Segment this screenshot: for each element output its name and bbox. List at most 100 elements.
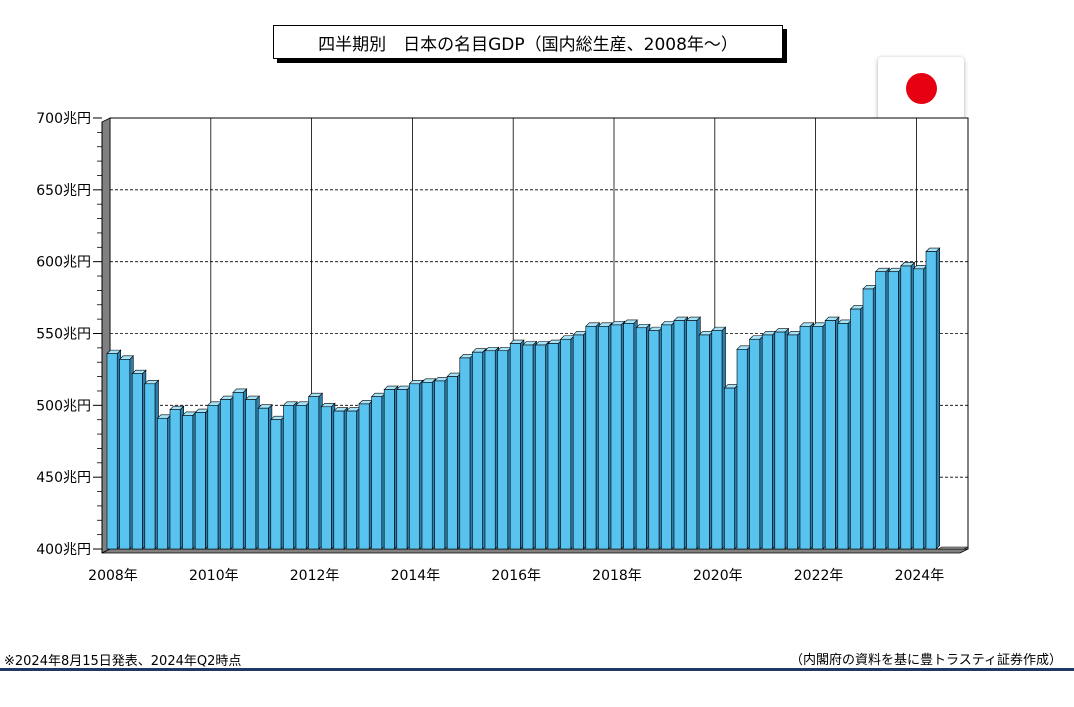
bar-2009Q1	[156, 414, 172, 550]
bar-front	[799, 326, 811, 550]
bar-2021Q4	[799, 322, 815, 550]
bar-front	[850, 308, 861, 550]
y-tick-label: 550兆円	[36, 327, 91, 343]
x-tick-label: 2022年	[794, 568, 844, 584]
bar-2017Q4	[597, 322, 613, 550]
bar-2022Q4	[849, 304, 865, 550]
bar-2016Q2	[522, 340, 538, 550]
bar-2014Q2	[421, 378, 437, 550]
y-tick-label: 650兆円	[36, 183, 91, 199]
bar-front	[421, 382, 433, 550]
bar-front	[736, 349, 748, 550]
bar-2023Q4	[900, 261, 916, 550]
bar-front	[472, 351, 483, 550]
bar-front	[547, 343, 559, 550]
bar-front	[648, 330, 660, 550]
bar-2013Q1	[358, 399, 374, 550]
bottom-divider	[0, 668, 1074, 671]
bar-2012Q1	[307, 392, 324, 550]
bar-front	[560, 338, 572, 550]
bar-2008Q3	[131, 369, 147, 550]
x-tick-label: 2024年	[895, 568, 945, 584]
bar-front	[572, 334, 584, 550]
bar-2022Q2	[824, 316, 840, 550]
bar-2012Q4	[345, 406, 361, 550]
bar-2018Q4	[648, 326, 664, 550]
bar-front	[409, 383, 420, 550]
bar-2021Q3	[786, 330, 802, 550]
bar-front	[283, 405, 294, 550]
bar-front	[522, 344, 534, 550]
bar-front	[396, 389, 408, 550]
bar-front	[194, 412, 206, 550]
bar-2018Q3	[635, 323, 651, 550]
bar-front	[371, 396, 383, 550]
bar-front	[761, 334, 773, 550]
bar-2016Q3	[534, 340, 550, 550]
bar-front	[610, 324, 622, 550]
bar-front	[207, 405, 219, 550]
bar-2012Q3	[333, 406, 349, 550]
bar-2022Q1	[811, 322, 828, 550]
bar-2023Q2	[874, 267, 891, 550]
bar-front	[686, 320, 698, 550]
bar-2015Q3	[484, 346, 500, 550]
bar-2023Q3	[887, 267, 903, 550]
bar-front	[459, 357, 471, 550]
y-axis: 400兆円 450兆円 500兆円 550兆円 600兆円 650兆円 700兆円	[36, 111, 103, 558]
bar-2024Q1	[912, 264, 928, 550]
bar-front	[220, 399, 231, 550]
bar-2012Q2	[320, 402, 336, 550]
bar-2008Q2	[118, 355, 135, 550]
bar-2011Q3	[282, 401, 298, 550]
bar-front	[119, 359, 131, 550]
bar-2020Q2	[723, 383, 739, 550]
bar-front	[787, 334, 798, 550]
bar-2015Q4	[496, 346, 513, 550]
bar-front	[446, 376, 458, 550]
bar-2024Q2	[925, 247, 941, 550]
bar-2010Q4	[244, 395, 261, 550]
bar-front	[169, 409, 181, 550]
bar-2010Q1	[207, 401, 223, 550]
bar-front	[887, 271, 899, 550]
bar-front	[824, 320, 836, 550]
bar-2019Q4	[698, 330, 714, 550]
bar-front	[900, 265, 912, 550]
bar-front	[358, 403, 370, 550]
bar-front	[106, 353, 118, 550]
japan-flag-icon	[878, 57, 964, 120]
bar-2011Q1	[257, 403, 273, 550]
bar-side	[935, 247, 941, 550]
bar-front	[308, 396, 320, 550]
bar-2017Q3	[585, 322, 601, 550]
bar-2009Q2	[169, 405, 185, 550]
chart-title: 四半期別 日本の名目GDP（国内総生産、2008年～）	[273, 25, 783, 59]
bar-front	[131, 373, 143, 550]
bar-2021Q2	[774, 327, 790, 550]
bar-front	[257, 407, 269, 550]
bar-2013Q3	[383, 385, 399, 550]
x-axis: 2008年 2010年 2012年 2014年 2016年 2018年 2020年 2022年…	[88, 568, 944, 584]
bar-2018Q2	[622, 319, 639, 550]
bar-front	[157, 417, 168, 550]
bar-2016Q4	[547, 339, 563, 550]
x-tick-label: 2016年	[491, 568, 541, 584]
bar-front	[333, 410, 345, 550]
bar-front	[812, 326, 824, 550]
bar-front	[598, 326, 609, 550]
bar-2022Q3	[837, 319, 853, 550]
x-tick-label: 2020年	[693, 568, 743, 584]
x-tick-label: 2008年	[88, 568, 138, 584]
bar-front	[484, 350, 496, 550]
bar-2019Q1	[660, 320, 676, 550]
bar-front	[635, 327, 647, 550]
source-note: （内閣府の資料を基に豊トラスティ証券作成）	[790, 653, 1062, 668]
bar-2010Q2	[219, 395, 235, 550]
floor-strip	[937, 546, 969, 550]
bar-2011Q4	[295, 401, 311, 550]
bar-front	[346, 410, 357, 550]
y-tick-label: 600兆円	[36, 255, 91, 271]
bar-front	[295, 405, 307, 550]
bar-front	[673, 320, 685, 550]
